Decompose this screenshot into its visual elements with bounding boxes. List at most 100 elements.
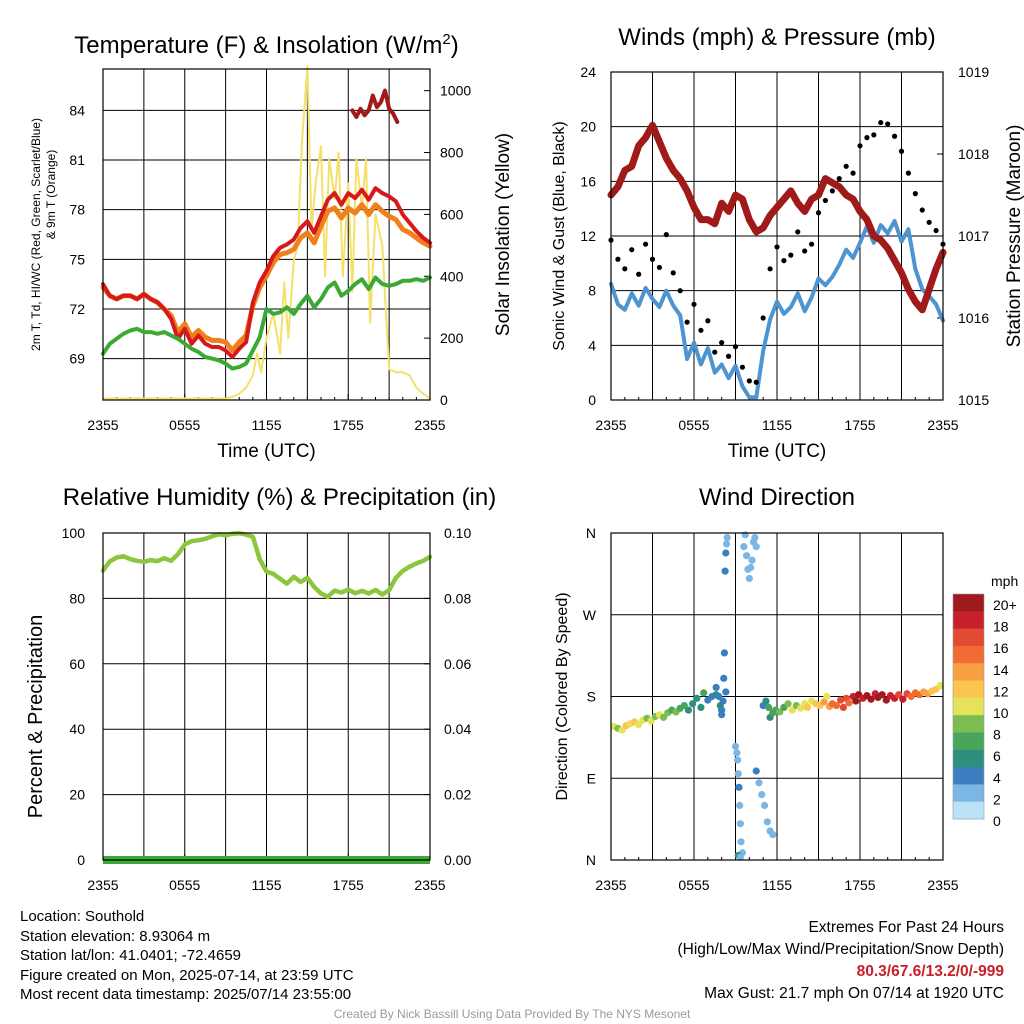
direction-point (684, 706, 693, 714)
y-tick-label: 0 (588, 392, 596, 408)
y-tick-label: 80 (69, 590, 85, 606)
y2-tick-label: 1019 (958, 64, 989, 80)
gust-point (808, 241, 815, 247)
y-tick-label: N (586, 852, 596, 868)
direction-point (680, 701, 688, 710)
legend-swatch (953, 749, 984, 768)
y-tick-label: 81 (69, 152, 85, 168)
y-tick-label: 84 (69, 102, 85, 118)
direction-point (878, 691, 886, 699)
legend-swatch (953, 715, 984, 733)
x-tick-label: 2355 (414, 877, 445, 893)
x-tick-label: 1155 (762, 417, 792, 433)
y-tick-label: 20 (69, 787, 85, 803)
y-axis-label: Sonic Wind & Gust (Blue, Black) (551, 121, 568, 350)
gust-point (698, 327, 704, 333)
y-tick-label: 16 (580, 173, 596, 189)
direction-point (763, 818, 771, 826)
y2-axis-label: Solar Insolation (Yellow) (493, 133, 514, 336)
gust-point (684, 319, 690, 325)
direction-point (735, 783, 743, 791)
x-tick-label: 0555 (678, 877, 709, 893)
direction-point (635, 721, 643, 729)
direction-point (722, 549, 730, 557)
legend-label: 2 (993, 791, 1001, 807)
direction-point (788, 706, 796, 714)
x-tick-label: 1755 (333, 877, 364, 893)
y-tick-label: 60 (69, 656, 85, 672)
direction-point (845, 699, 853, 707)
gust-point (822, 197, 829, 204)
gust-point (656, 264, 663, 271)
gust-point (788, 252, 794, 258)
y-tick-label: 20 (580, 119, 596, 135)
series-heat-index (350, 88, 400, 124)
legend-swatch (953, 732, 984, 751)
direction-point (820, 698, 828, 706)
y2-tick-label: 800 (440, 145, 464, 161)
series-temp (101, 186, 432, 359)
gust-point (815, 210, 822, 216)
x-tick-label: 1155 (251, 877, 281, 893)
legend-swatch (953, 680, 984, 699)
direction-point (721, 567, 729, 575)
y-tick-label: 0 (77, 852, 85, 868)
title-close: ) (451, 32, 459, 59)
legend-label: 4 (993, 770, 1001, 786)
direction-point (758, 791, 766, 799)
chart-title: Winds (mph) & Pressure (mb) (618, 24, 935, 51)
speed-legend: mph 20+ 18 16 14 12 10 8 6 4 2 0 (952, 573, 1018, 829)
legend-swatch (953, 784, 984, 803)
legend-swatch (953, 697, 984, 716)
y2-tick-label: 200 (440, 330, 464, 346)
x-tick-label: 2355 (595, 417, 626, 433)
y2-tick-label: 1018 (958, 146, 989, 162)
max-gust-text: Max Gust: 21.7 mph On 07/14 at 1920 UTC (704, 985, 1004, 1002)
plot-frame (102, 532, 431, 861)
x-axis-label: Time (UTC) (728, 441, 827, 462)
gust-point (705, 318, 711, 324)
gust-point (926, 219, 932, 225)
legend-swatch (953, 645, 984, 664)
direction-point (740, 543, 748, 551)
extremes-subtitle: (High/Low/Max Wind/Precipitation/Snow De… (677, 941, 1005, 958)
y-tick-label: E (587, 770, 596, 786)
latlon-text: Station lat/lon: 41.0401; -72.4659 (20, 947, 242, 964)
direction-point (769, 830, 777, 839)
y-tick-label: 75 (69, 251, 85, 267)
y2-tick-label: 1015 (958, 392, 989, 408)
gust-point (933, 227, 939, 234)
legend-label: 16 (993, 640, 1009, 656)
direction-point (776, 708, 784, 716)
direction-point (715, 692, 723, 701)
elevation-text: Station elevation: 8.93064 m (20, 927, 211, 945)
y2-tick-label: 0.06 (444, 656, 471, 672)
direction-point (659, 713, 668, 721)
x-tick-label: 2355 (87, 417, 118, 433)
y-tick-label: 78 (69, 202, 85, 218)
direction-point (742, 552, 751, 560)
direction-point (700, 689, 708, 697)
legend-swatch (953, 611, 984, 630)
direction-point (736, 801, 744, 810)
legend-label: 14 (993, 662, 1009, 678)
chart-title: Wind Direction (699, 484, 855, 511)
gust-point (836, 176, 842, 182)
gust-point (760, 315, 766, 321)
x-tick-label: 2355 (414, 417, 445, 433)
gust-point (691, 301, 697, 307)
y-tick-label: 8 (588, 283, 596, 299)
legend-swatch (953, 801, 984, 820)
y2-tick-label: 0.02 (444, 787, 471, 803)
y2-tick-label: 0 (440, 392, 448, 408)
temperature-chart: 2355 0555 1155 1755 2355 69 72 75 78 81 84 0 200 400 6… (29, 31, 514, 462)
direction-point (647, 717, 655, 725)
x-tick-label: 1755 (844, 417, 875, 433)
gust-point (795, 229, 801, 235)
x-tick-label: 2355 (927, 877, 958, 893)
gust-point (871, 132, 877, 138)
x-tick-label: 1155 (762, 877, 792, 893)
direction-point (762, 697, 770, 705)
direction-point (734, 770, 742, 778)
